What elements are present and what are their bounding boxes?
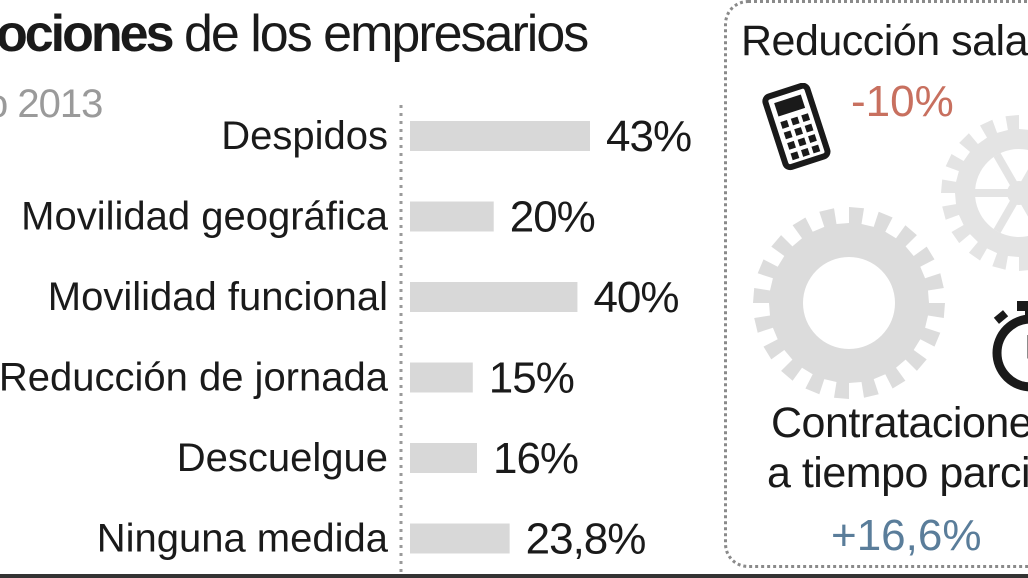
bar-4	[410, 443, 477, 473]
contracts-value: +16,6%	[831, 511, 982, 560]
gear-icon	[753, 115, 1028, 399]
contracts-label-1: Contratacione	[771, 399, 1028, 447]
bar-2	[410, 282, 578, 312]
value-label: 15%	[489, 354, 574, 403]
side-panel: Reducción salar -10% Contratacione a tie…	[724, 0, 1028, 568]
value-label: 20%	[510, 193, 595, 242]
value-label: 16%	[493, 434, 578, 483]
chart-subtitle: o 2013	[0, 82, 103, 126]
bar-5	[410, 523, 510, 554]
bottom-rule	[0, 574, 1028, 578]
bar-chart: Despidos 43% Movilidad geográfica 20% Movili…	[0, 105, 692, 578]
title-bold: ociones	[0, 5, 174, 63]
bar-3	[410, 362, 473, 393]
category-label: Ninguna medida	[97, 517, 389, 561]
contracts-label-2: a tiempo parci	[767, 449, 1028, 497]
value-label: 40%	[593, 273, 678, 322]
category-label: Movilidad geográfica	[21, 195, 389, 239]
salary-value: -10%	[851, 77, 954, 126]
category-label: Descuelgue	[177, 436, 388, 480]
salary-label: Reducción salar	[741, 17, 1028, 65]
chart-title: ociones de los empresarios	[0, 4, 589, 64]
calculator-icon	[762, 83, 831, 171]
title-rest: de los empresarios	[183, 5, 589, 63]
category-label: Despidos	[221, 114, 388, 158]
category-label: Movilidad funcional	[48, 275, 388, 319]
value-label: 43%	[606, 112, 691, 161]
bar-1	[410, 201, 494, 232]
stopwatch-icon	[992, 301, 1028, 392]
category-label: Reducción de jornada	[0, 356, 389, 400]
value-label: 23,8%	[526, 515, 646, 564]
bar-0	[410, 121, 590, 151]
